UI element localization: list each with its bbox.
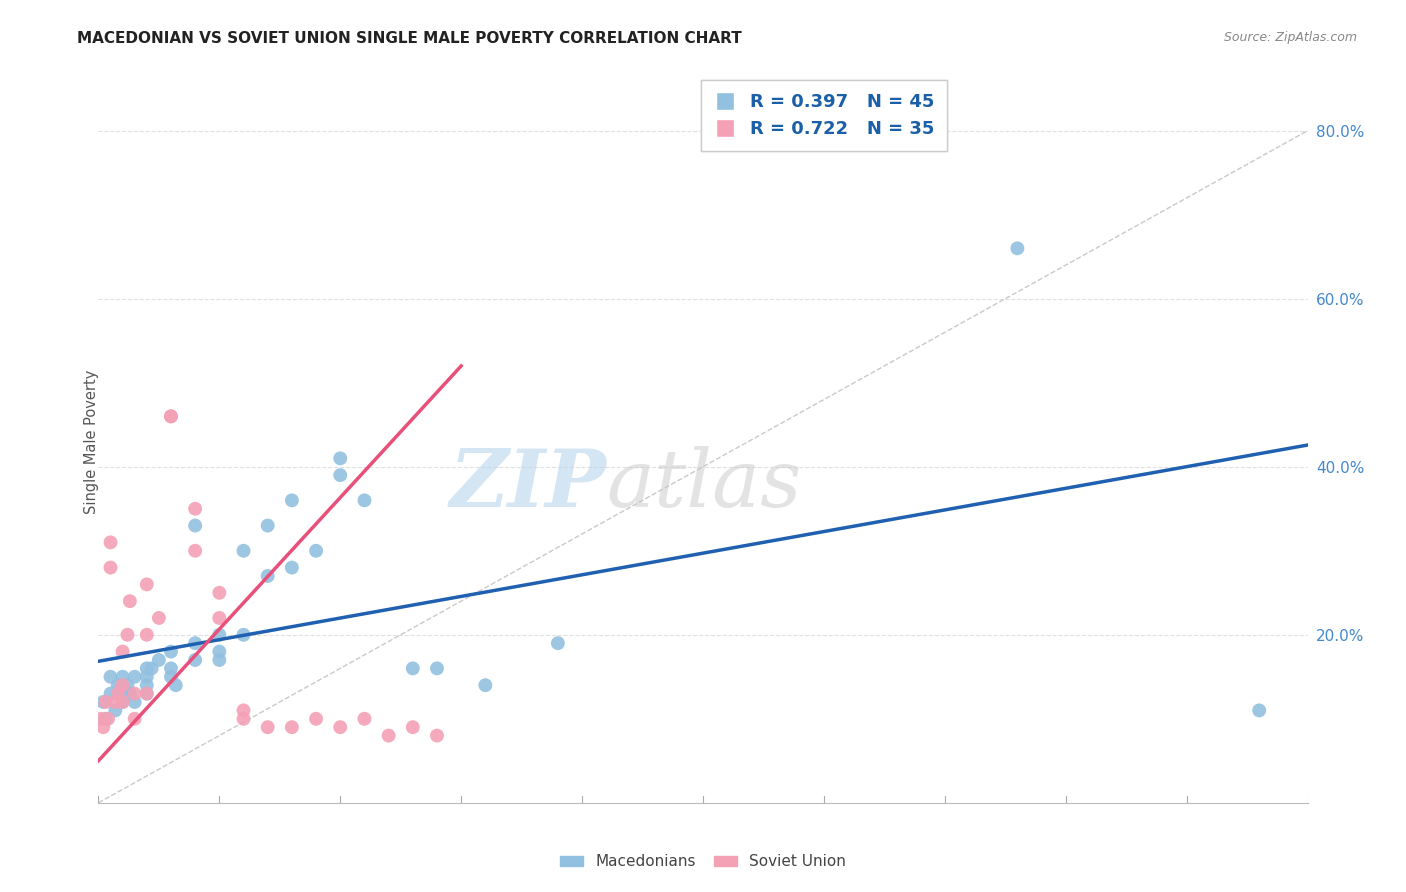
Point <box>184 501 207 516</box>
Point <box>100 535 122 549</box>
Point <box>124 687 146 701</box>
Point <box>160 661 183 675</box>
Point <box>135 687 157 701</box>
Point <box>141 661 163 675</box>
Point <box>184 636 207 650</box>
Point <box>117 678 139 692</box>
Point <box>256 518 278 533</box>
Point <box>111 678 134 692</box>
Point <box>124 670 146 684</box>
Point <box>474 678 496 692</box>
Point <box>118 594 141 608</box>
Point <box>135 628 157 642</box>
Point <box>329 720 352 734</box>
Point <box>111 670 134 684</box>
Point <box>148 653 170 667</box>
Point <box>329 468 352 483</box>
Legend: Macedonians, Soviet Union: Macedonians, Soviet Union <box>554 848 852 875</box>
Point <box>377 729 399 743</box>
Point <box>208 628 231 642</box>
Point <box>118 687 141 701</box>
Point <box>232 712 254 726</box>
Point <box>160 409 183 424</box>
Point <box>111 644 134 658</box>
Point <box>232 703 254 717</box>
Point <box>135 661 157 675</box>
Point <box>91 695 114 709</box>
Point <box>353 493 375 508</box>
Point <box>329 451 352 466</box>
Point <box>107 687 129 701</box>
Point <box>426 661 449 675</box>
Point <box>353 712 375 726</box>
Point <box>107 678 129 692</box>
Point <box>135 670 157 684</box>
Point <box>184 543 207 558</box>
Point <box>305 712 328 726</box>
Point <box>281 493 304 508</box>
Point <box>1249 703 1271 717</box>
Point <box>94 712 117 726</box>
Point <box>208 653 231 667</box>
Point <box>305 543 328 558</box>
Point <box>97 712 120 726</box>
Point <box>402 661 425 675</box>
Point <box>94 695 117 709</box>
Text: ZIP: ZIP <box>450 446 606 524</box>
Point <box>256 569 278 583</box>
Point <box>124 695 146 709</box>
Point <box>100 670 122 684</box>
Point <box>100 560 122 574</box>
Point <box>184 518 207 533</box>
Point <box>232 543 254 558</box>
Point <box>135 687 157 701</box>
Point <box>148 611 170 625</box>
Text: Source: ZipAtlas.com: Source: ZipAtlas.com <box>1223 31 1357 45</box>
Point <box>111 687 134 701</box>
Point <box>104 703 127 717</box>
Point <box>402 720 425 734</box>
Point <box>135 678 157 692</box>
Point <box>184 653 207 667</box>
Point <box>426 729 449 743</box>
Point <box>160 670 183 684</box>
Y-axis label: Single Male Poverty: Single Male Poverty <box>84 369 98 514</box>
Point <box>117 628 139 642</box>
Point <box>208 586 231 600</box>
Point <box>104 695 127 709</box>
Text: MACEDONIAN VS SOVIET UNION SINGLE MALE POVERTY CORRELATION CHART: MACEDONIAN VS SOVIET UNION SINGLE MALE P… <box>77 31 742 46</box>
Text: atlas: atlas <box>606 446 801 524</box>
Point <box>111 695 134 709</box>
Point <box>281 720 304 734</box>
Point <box>160 644 183 658</box>
Point <box>91 720 114 734</box>
Point <box>281 560 304 574</box>
Point <box>165 678 187 692</box>
Point <box>547 636 569 650</box>
Point <box>1007 241 1029 255</box>
Point <box>135 577 157 591</box>
Point <box>100 687 122 701</box>
Point <box>160 409 183 424</box>
Point <box>232 628 254 642</box>
Point <box>124 712 146 726</box>
Point <box>90 712 112 726</box>
Point <box>256 720 278 734</box>
Legend: R = 0.397   N = 45, R = 0.722   N = 35: R = 0.397 N = 45, R = 0.722 N = 35 <box>702 80 946 151</box>
Point <box>208 644 231 658</box>
Point <box>208 611 231 625</box>
Point <box>111 695 134 709</box>
